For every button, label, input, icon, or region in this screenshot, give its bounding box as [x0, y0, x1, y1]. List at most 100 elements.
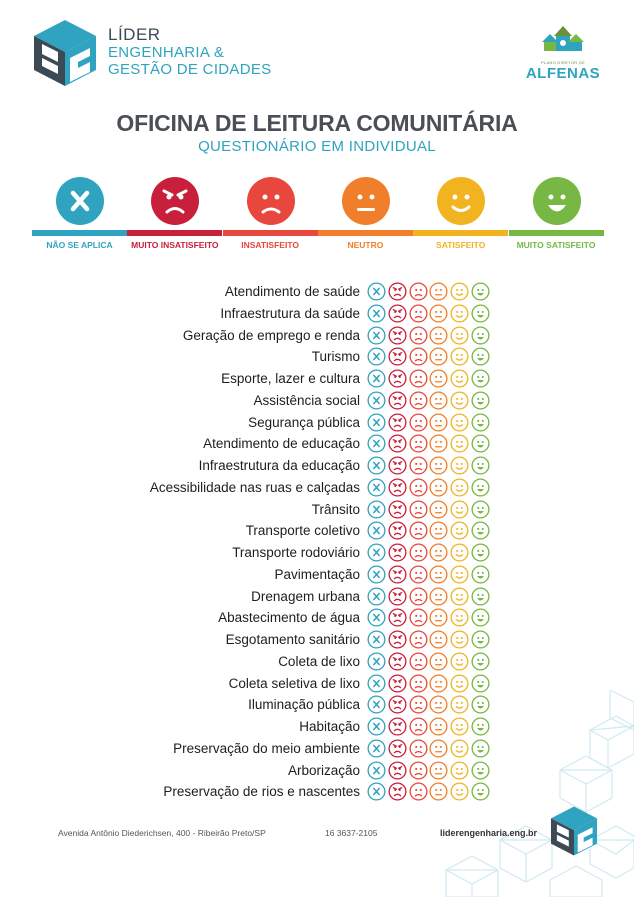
rating-option-sad-face-icon[interactable] — [409, 347, 428, 366]
rating-option-sad-face-icon[interactable] — [409, 717, 428, 736]
rating-option-x-icon[interactable] — [367, 586, 386, 606]
rating-option-smile-face-icon[interactable] — [450, 586, 469, 606]
rating-option-neutral-face-icon[interactable] — [429, 325, 448, 345]
rating-option-happy-face-icon[interactable] — [471, 608, 490, 627]
rating-option-x-icon[interactable] — [367, 695, 386, 714]
rating-option-neutral-face-icon[interactable] — [429, 282, 448, 301]
rating-option-smile-face-icon[interactable] — [450, 717, 469, 736]
rating-option-neutral-face-icon[interactable] — [429, 695, 448, 714]
rating-option-happy-face-icon[interactable] — [471, 717, 490, 736]
rating-option-neutral-face-icon[interactable] — [429, 586, 448, 606]
rating-option-neutral-face-icon[interactable] — [429, 760, 448, 780]
rating-option-sad-face-icon[interactable] — [409, 391, 428, 410]
rating-option-x-icon[interactable] — [367, 717, 386, 736]
rating-option-smile-face-icon[interactable] — [450, 652, 469, 671]
rating-option-smile-face-icon[interactable] — [450, 695, 469, 714]
rating-option-happy-face-icon[interactable] — [471, 282, 490, 301]
rating-option-angry-face-icon[interactable] — [388, 412, 407, 432]
rating-option-angry-face-icon[interactable] — [388, 282, 407, 301]
rating-option-x-icon[interactable] — [367, 478, 386, 497]
rating-option-neutral-face-icon[interactable] — [429, 478, 448, 497]
rating-option-sad-face-icon[interactable] — [409, 304, 428, 323]
rating-option-angry-face-icon[interactable] — [388, 456, 407, 475]
rating-option-sad-face-icon[interactable] — [409, 543, 428, 562]
rating-option-happy-face-icon[interactable] — [471, 652, 490, 671]
rating-option-angry-face-icon[interactable] — [388, 391, 407, 410]
footer-website-link[interactable]: liderengenharia.eng.br — [440, 828, 538, 838]
rating-option-sad-face-icon[interactable] — [409, 782, 428, 801]
rating-option-angry-face-icon[interactable] — [388, 478, 407, 497]
rating-option-x-icon[interactable] — [367, 739, 386, 758]
rating-option-smile-face-icon[interactable] — [450, 608, 469, 627]
rating-option-happy-face-icon[interactable] — [471, 586, 490, 606]
rating-option-smile-face-icon[interactable] — [450, 412, 469, 432]
rating-option-neutral-face-icon[interactable] — [429, 608, 448, 627]
rating-option-neutral-face-icon[interactable] — [429, 369, 448, 388]
rating-option-smile-face-icon[interactable] — [450, 347, 469, 366]
rating-option-neutral-face-icon[interactable] — [429, 717, 448, 736]
rating-option-smile-face-icon[interactable] — [450, 543, 469, 562]
rating-option-happy-face-icon[interactable] — [471, 412, 490, 432]
rating-option-angry-face-icon[interactable] — [388, 695, 407, 714]
rating-option-sad-face-icon[interactable] — [409, 586, 428, 606]
rating-option-neutral-face-icon[interactable] — [429, 434, 448, 453]
rating-option-smile-face-icon[interactable] — [450, 434, 469, 453]
rating-option-happy-face-icon[interactable] — [471, 347, 490, 366]
rating-option-x-icon[interactable] — [367, 521, 386, 540]
rating-option-angry-face-icon[interactable] — [388, 630, 407, 649]
rating-option-sad-face-icon[interactable] — [409, 760, 428, 780]
rating-option-x-icon[interactable] — [367, 543, 386, 562]
rating-option-x-icon[interactable] — [367, 412, 386, 432]
rating-option-sad-face-icon[interactable] — [409, 434, 428, 453]
rating-option-neutral-face-icon[interactable] — [429, 782, 448, 801]
rating-option-x-icon[interactable] — [367, 369, 386, 388]
rating-option-happy-face-icon[interactable] — [471, 304, 490, 323]
rating-option-happy-face-icon[interactable] — [471, 325, 490, 345]
rating-option-x-icon[interactable] — [367, 347, 386, 366]
rating-option-smile-face-icon[interactable] — [450, 391, 469, 410]
rating-option-smile-face-icon[interactable] — [450, 282, 469, 301]
rating-option-x-icon[interactable] — [367, 325, 386, 345]
rating-option-happy-face-icon[interactable] — [471, 521, 490, 540]
rating-option-happy-face-icon[interactable] — [471, 391, 490, 410]
rating-option-angry-face-icon[interactable] — [388, 586, 407, 606]
rating-option-smile-face-icon[interactable] — [450, 304, 469, 323]
rating-option-sad-face-icon[interactable] — [409, 478, 428, 497]
rating-option-neutral-face-icon[interactable] — [429, 543, 448, 562]
rating-option-smile-face-icon[interactable] — [450, 456, 469, 475]
rating-option-happy-face-icon[interactable] — [471, 760, 490, 780]
rating-option-neutral-face-icon[interactable] — [429, 673, 448, 693]
rating-option-x-icon[interactable] — [367, 456, 386, 475]
rating-option-angry-face-icon[interactable] — [388, 760, 407, 780]
rating-option-happy-face-icon[interactable] — [471, 543, 490, 562]
rating-option-happy-face-icon[interactable] — [471, 739, 490, 758]
rating-option-x-icon[interactable] — [367, 782, 386, 801]
rating-option-angry-face-icon[interactable] — [388, 608, 407, 627]
rating-option-angry-face-icon[interactable] — [388, 304, 407, 323]
rating-option-sad-face-icon[interactable] — [409, 673, 428, 693]
rating-option-happy-face-icon[interactable] — [471, 695, 490, 714]
rating-option-happy-face-icon[interactable] — [471, 456, 490, 475]
rating-option-sad-face-icon[interactable] — [409, 521, 428, 540]
rating-option-angry-face-icon[interactable] — [388, 347, 407, 366]
rating-option-smile-face-icon[interactable] — [450, 325, 469, 345]
rating-option-smile-face-icon[interactable] — [450, 673, 469, 693]
rating-option-smile-face-icon[interactable] — [450, 478, 469, 497]
rating-option-neutral-face-icon[interactable] — [429, 412, 448, 432]
rating-option-x-icon[interactable] — [367, 434, 386, 453]
rating-option-happy-face-icon[interactable] — [471, 782, 490, 801]
rating-option-smile-face-icon[interactable] — [450, 630, 469, 649]
rating-option-smile-face-icon[interactable] — [450, 499, 469, 519]
rating-option-smile-face-icon[interactable] — [450, 782, 469, 801]
rating-option-smile-face-icon[interactable] — [450, 565, 469, 584]
rating-option-smile-face-icon[interactable] — [450, 369, 469, 388]
rating-option-neutral-face-icon[interactable] — [429, 347, 448, 366]
rating-option-angry-face-icon[interactable] — [388, 673, 407, 693]
rating-option-neutral-face-icon[interactable] — [429, 652, 448, 671]
rating-option-x-icon[interactable] — [367, 565, 386, 584]
rating-option-neutral-face-icon[interactable] — [429, 565, 448, 584]
rating-option-neutral-face-icon[interactable] — [429, 391, 448, 410]
rating-option-sad-face-icon[interactable] — [409, 412, 428, 432]
rating-option-angry-face-icon[interactable] — [388, 565, 407, 584]
rating-option-neutral-face-icon[interactable] — [429, 499, 448, 519]
